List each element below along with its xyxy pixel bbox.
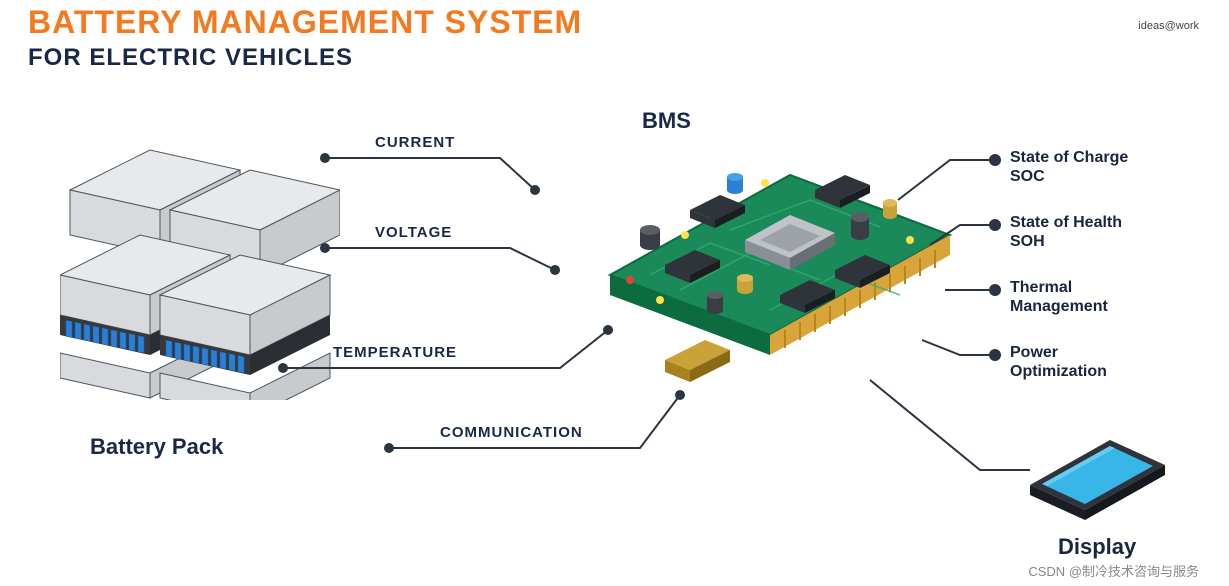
main-title: BATTERY MANAGEMENT SYSTEM xyxy=(28,4,582,41)
bms-label: BMS xyxy=(642,108,691,134)
display-label: Display xyxy=(1058,534,1136,560)
input-label-communication: COMMUNICATION xyxy=(440,424,583,441)
output-label: State of ChargeSOC xyxy=(1010,148,1128,186)
battery-pack-label: Battery Pack xyxy=(90,434,223,460)
watermark: CSDN @制冷技术咨询与服务 xyxy=(1028,561,1199,580)
display-graphic xyxy=(1020,430,1170,530)
input-label-temperature: TEMPERATURE xyxy=(333,344,457,361)
tagline: ideas@work xyxy=(1138,20,1199,32)
output-label: PowerOptimization xyxy=(1010,343,1107,381)
output-label: ThermalManagement xyxy=(1010,278,1108,316)
battery-icon xyxy=(60,150,340,400)
bms-board-graphic xyxy=(590,135,960,415)
input-label-voltage: VOLTAGE xyxy=(375,224,452,241)
battery-pack-graphic xyxy=(60,120,340,400)
subtitle: FOR ELECTRIC VEHICLES xyxy=(28,44,353,72)
output-label: State of HealthSOH xyxy=(1010,213,1122,251)
input-label-current: CURRENT xyxy=(375,134,455,151)
